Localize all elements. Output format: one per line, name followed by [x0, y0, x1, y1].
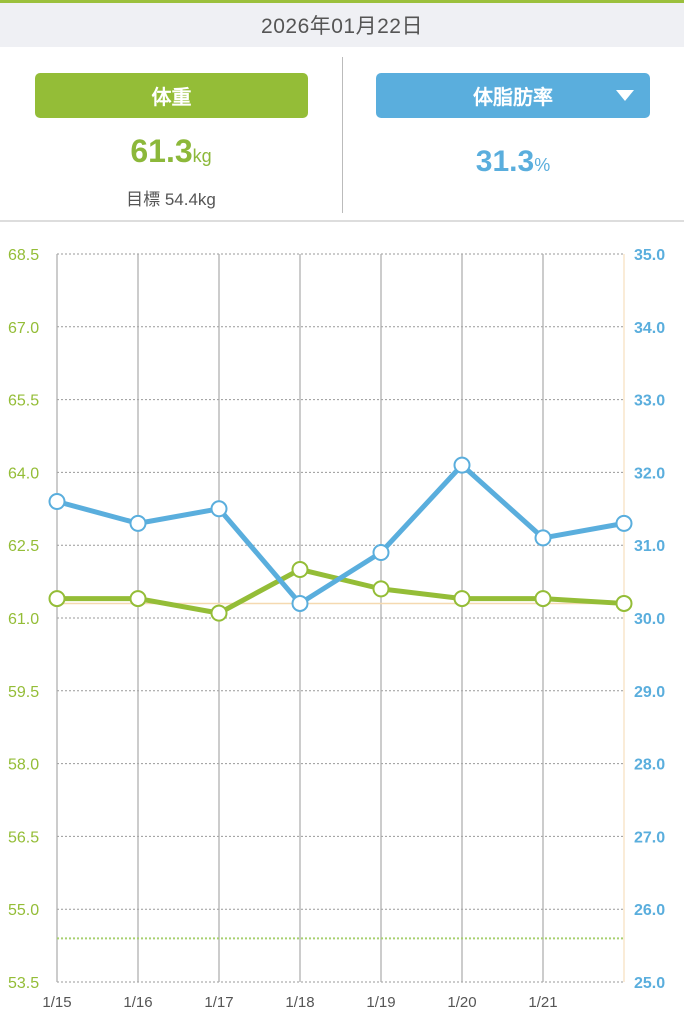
weight-data-point	[291, 560, 309, 578]
top-accent-line	[0, 0, 684, 3]
weight-data-point	[534, 590, 552, 608]
right-axis-tick: 25.0	[634, 975, 665, 992]
fat-data-point	[291, 594, 309, 612]
summary-chart-divider	[0, 220, 684, 222]
left-axis-tick: 65.5	[8, 393, 39, 410]
fat-data-point	[615, 514, 633, 532]
weight-number: 61.3	[130, 133, 193, 169]
left-axis-tick: 64.0	[8, 465, 39, 482]
weight-button-label: 体重	[151, 87, 192, 109]
weight-data-point	[615, 594, 633, 612]
right-axis-tick: 26.0	[634, 902, 665, 919]
weight-value: 61.3kg	[0, 133, 342, 170]
fat-button-label: 体脂肪率	[473, 87, 553, 109]
x-axis-tick: 1/20	[447, 994, 476, 1011]
fat-dropdown-button[interactable]: 体脂肪率	[376, 73, 650, 118]
fat-data-point	[48, 493, 66, 511]
weight-data-point	[210, 604, 228, 622]
fat-data-point	[372, 543, 390, 561]
x-axis-tick: 1/16	[123, 994, 152, 1011]
x-axis-tick: 1/17	[204, 994, 233, 1011]
weight-data-point	[129, 590, 147, 608]
fat-data-point	[210, 500, 228, 518]
fat-unit: %	[534, 155, 551, 175]
left-axis-tick: 67.0	[8, 320, 39, 337]
weight-data-point	[48, 590, 66, 608]
fat-data-point	[453, 456, 471, 474]
right-axis-tick: 29.0	[634, 684, 665, 701]
summary-panel: 体重 61.3kg 目標 54.4kg 体脂肪率 31.3%	[0, 47, 684, 220]
weight-data-point	[453, 590, 471, 608]
left-axis-tick: 59.5	[8, 684, 39, 701]
weight-button[interactable]: 体重	[35, 73, 308, 118]
left-axis-tick: 55.0	[8, 902, 39, 919]
fat-data-point	[129, 514, 147, 532]
right-axis-tick: 32.0	[634, 465, 665, 482]
right-axis-tick: 34.0	[634, 320, 665, 337]
left-axis-tick: 62.5	[8, 538, 39, 555]
right-axis-tick: 33.0	[634, 393, 665, 410]
left-axis-tick: 53.5	[8, 975, 39, 992]
right-axis-tick: 27.0	[634, 829, 665, 846]
date-header: 2026年01月22日	[0, 3, 684, 47]
weight-data-point	[372, 580, 390, 598]
fat-number: 31.3	[475, 145, 535, 178]
fat-series-line	[56, 462, 625, 606]
date-label: 2026年01月22日	[261, 15, 423, 38]
right-axis-tick: 35.0	[634, 247, 665, 264]
left-axis-tick: 58.0	[8, 757, 39, 774]
fat-data-point	[534, 529, 552, 547]
trend-chart: 53.5 25.0 55.0 26.0 56.5 27.0 58.0 28.0 59.5 29.0…	[8, 247, 665, 1011]
x-axis-tick: 1/18	[285, 994, 314, 1011]
weight-unit: kg	[192, 146, 212, 166]
x-axis-tick: 1/19	[366, 994, 395, 1011]
caret-down-icon	[616, 90, 634, 101]
right-axis-tick: 28.0	[634, 757, 665, 774]
summary-divider	[342, 57, 343, 213]
right-axis-tick: 31.0	[634, 538, 665, 555]
fat-value: 31.3%	[342, 145, 684, 179]
x-axis-tick: 1/15	[42, 994, 71, 1011]
x-axis-tick: 1/21	[528, 994, 557, 1011]
right-axis-tick: 30.0	[634, 611, 665, 628]
left-axis-tick: 56.5	[8, 829, 39, 846]
goal-weight: 目標 54.4kg	[126, 190, 216, 209]
left-axis-tick: 61.0	[8, 611, 39, 628]
left-axis-tick: 68.5	[8, 247, 39, 264]
